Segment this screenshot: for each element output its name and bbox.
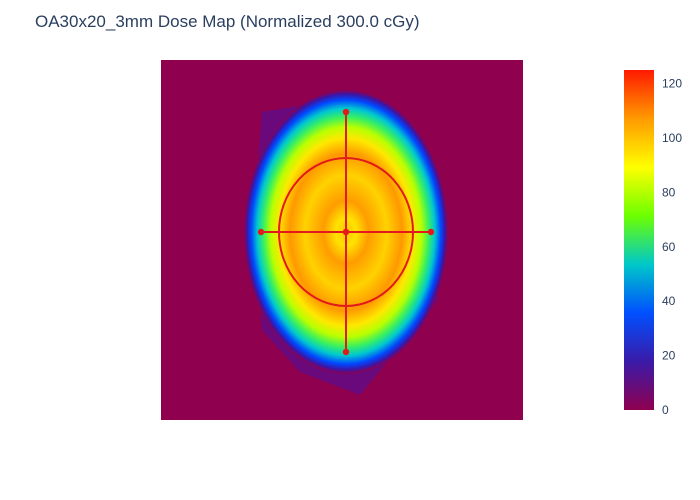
profile-right-endpoint[interactable] bbox=[427, 228, 435, 236]
chart-title: OA30x20_3mm Dose Map (Normalized 300.0 c… bbox=[35, 12, 420, 31]
profile-left-endpoint[interactable] bbox=[257, 228, 265, 236]
colorbar-tick-label: 20 bbox=[662, 349, 676, 363]
center-point[interactable] bbox=[342, 228, 350, 236]
colorbar-ticks: 0 20 40 60 80 100 120 bbox=[662, 77, 682, 417]
profile-top-endpoint[interactable] bbox=[342, 108, 350, 116]
colorbar-tick-label: 60 bbox=[662, 240, 676, 254]
colorbar-tick-label: 40 bbox=[662, 294, 676, 308]
colorbar-tick-label: 80 bbox=[662, 185, 676, 199]
colorbar bbox=[624, 70, 654, 410]
colorbar-tick-label: 0 bbox=[662, 403, 669, 417]
colorbar-tick-label: 120 bbox=[662, 77, 682, 91]
overlay bbox=[257, 108, 435, 356]
colorbar-tick-label: 100 bbox=[662, 131, 682, 145]
profile-bottom-endpoint[interactable] bbox=[342, 348, 350, 356]
